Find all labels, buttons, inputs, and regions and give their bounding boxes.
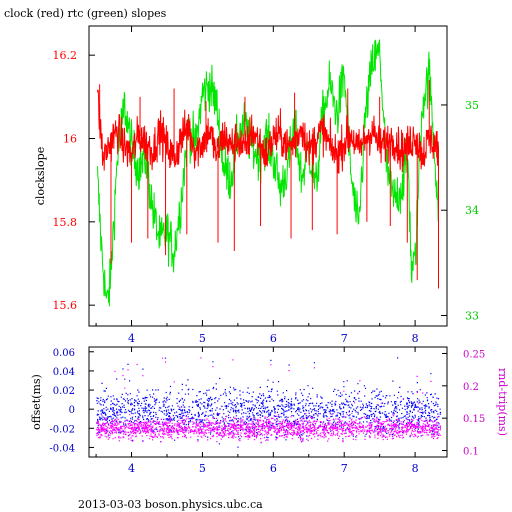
upper-y-axis-label: clockslope bbox=[34, 147, 47, 205]
upper-y2-tick-label: 33 bbox=[465, 309, 479, 322]
lower-plot-area bbox=[96, 357, 441, 448]
upper-axes: 4 5 6 7 8 15.6 15.8 16 16.2 33 34 35 bbox=[53, 26, 479, 345]
upper-plot-area bbox=[97, 39, 439, 307]
lower-y-tick-label: -0.04 bbox=[49, 443, 75, 454]
upper-plot-frame bbox=[88, 25, 448, 327]
lower-x-tick-label: 5 bbox=[199, 462, 206, 475]
rtc-series-line bbox=[97, 39, 439, 307]
upper-y-tick-label: 16 bbox=[63, 133, 77, 146]
lower-y-tick-label: -0.02 bbox=[49, 424, 75, 435]
upper-x-tick-label: 6 bbox=[270, 332, 277, 345]
clock-series-line bbox=[97, 89, 439, 174]
chart-title: clock (red) rtc (green) slopes bbox=[4, 7, 167, 20]
upper-y-tick-label: 16.2 bbox=[53, 49, 78, 62]
lower-y-tick-label: 0.04 bbox=[53, 367, 75, 378]
lower-y-axis-label: offset(ms) bbox=[30, 374, 43, 430]
upper-x-tick-label: 4 bbox=[128, 332, 135, 345]
lower-y2-axis-label: rnd-trip(ms) bbox=[496, 368, 509, 436]
lower-y2-tick-label: 0.15 bbox=[463, 414, 485, 425]
upper-x-tick-label: 7 bbox=[341, 332, 348, 345]
lower-y2-tick-label: 0.25 bbox=[463, 349, 485, 360]
upper-y-tick-label: 15.8 bbox=[53, 216, 78, 229]
rndtrip-series-points bbox=[96, 357, 441, 443]
lower-x-tick-label: 4 bbox=[128, 462, 135, 475]
footer-text: 2013-03-03 boson.physics.ubc.ca bbox=[78, 498, 263, 511]
upper-y2-tick-label: 34 bbox=[465, 204, 479, 217]
lower-y-tick-label: 0.02 bbox=[53, 386, 75, 397]
upper-x-tick-label: 8 bbox=[412, 332, 419, 345]
lower-y2-tick-label: 0.1 bbox=[463, 447, 479, 458]
lower-plot-frame bbox=[88, 346, 448, 458]
lower-axes: 4 5 6 7 8 0.06 0.04 0.02 0 -0.02 -0.04 0.25 0.2 0.15 0… bbox=[49, 347, 485, 475]
lower-y-tick-label: 0.06 bbox=[53, 348, 75, 359]
lower-x-tick-label: 8 bbox=[412, 462, 419, 475]
lower-x-tick-label: 6 bbox=[270, 462, 277, 475]
upper-y2-tick-label: 35 bbox=[465, 99, 479, 112]
lower-y-tick-label: 0 bbox=[69, 405, 75, 416]
lower-y2-tick-label: 0.2 bbox=[463, 382, 479, 393]
lower-x-tick-label: 7 bbox=[341, 462, 348, 475]
upper-y-tick-label: 15.6 bbox=[53, 299, 78, 312]
upper-x-tick-label: 5 bbox=[199, 332, 206, 345]
